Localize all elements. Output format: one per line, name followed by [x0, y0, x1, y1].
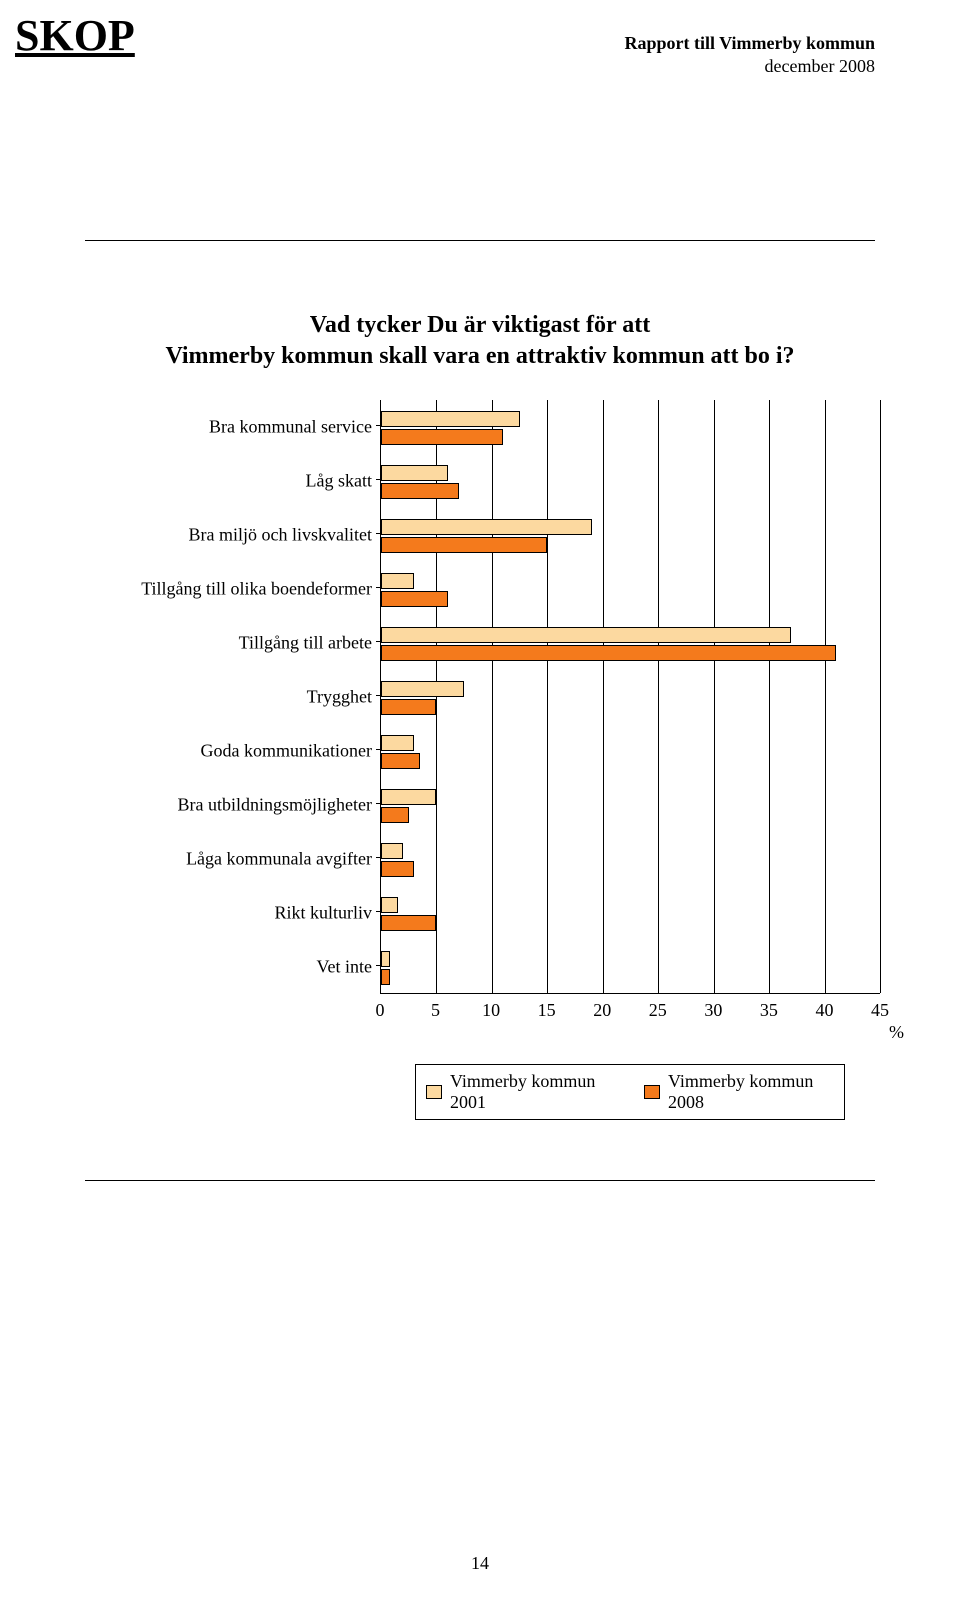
legend-swatch — [426, 1085, 442, 1099]
bar — [381, 861, 414, 877]
category-label: Låg skatt — [306, 471, 372, 492]
category-label: Tillgång till arbete — [239, 633, 372, 654]
category-label: Tillgång till olika boendeformer — [141, 579, 372, 600]
category-label: Bra kommunal service — [209, 417, 372, 438]
legend-item: Vimmerby kommun 2001 — [426, 1071, 616, 1113]
bar — [381, 537, 547, 553]
chart-title-line2: Vimmerby kommun skall vara en attraktiv … — [0, 341, 960, 372]
bar — [381, 465, 448, 481]
category-bar-group — [381, 731, 880, 771]
chart: Bra kommunal service Låg skatt Bra miljö o… — [120, 400, 880, 1120]
bar — [381, 951, 390, 967]
legend-swatch — [644, 1085, 660, 1099]
bar — [381, 483, 459, 499]
header-report: Rapport till Vimmerby kommun december 20… — [624, 32, 875, 77]
category-label: Bra miljö och livskvalitet — [189, 525, 372, 546]
x-axis: % 051015202530354045 — [380, 1000, 880, 1024]
bar — [381, 735, 414, 751]
category-bar-group — [381, 677, 880, 717]
category-label: Bra utbildningsmöjligheter — [178, 795, 372, 816]
bar — [381, 429, 503, 445]
x-tick-label: 40 — [815, 1000, 833, 1021]
header-report-line2: december 2008 — [765, 56, 875, 76]
bar — [381, 411, 520, 427]
x-tick-label: 35 — [760, 1000, 778, 1021]
bar — [381, 645, 836, 661]
bar — [381, 807, 409, 823]
legend: Vimmerby kommun 2001 Vimmerby kommun 2008 — [415, 1064, 845, 1120]
bar — [381, 699, 436, 715]
bar — [381, 753, 420, 769]
x-tick-label: 20 — [593, 1000, 611, 1021]
bar — [381, 915, 436, 931]
category-bar-group — [381, 407, 880, 447]
x-tick-label: 30 — [704, 1000, 722, 1021]
category-bar-group — [381, 839, 880, 879]
page: SKOP Rapport till Vimmerby kommun decemb… — [0, 0, 960, 1609]
x-tick-label: 5 — [431, 1000, 440, 1021]
header-report-line1: Rapport till Vimmerby kommun — [624, 33, 875, 53]
category-bar-group — [381, 515, 880, 555]
x-tick-label: 15 — [538, 1000, 556, 1021]
gridline — [880, 400, 881, 993]
x-tick-label: 25 — [649, 1000, 667, 1021]
bar — [381, 897, 398, 913]
divider-bottom — [85, 1180, 875, 1181]
category-bar-group — [381, 569, 880, 609]
category-label: Goda kommunikationer — [201, 741, 372, 762]
page-number: 14 — [0, 1553, 960, 1574]
divider-top — [85, 240, 875, 241]
bar — [381, 627, 791, 643]
bar — [381, 789, 436, 805]
bar — [381, 573, 414, 589]
x-tick-label: 45 — [871, 1000, 889, 1021]
bar — [381, 969, 390, 985]
bar — [381, 843, 403, 859]
legend-item: Vimmerby kommun 2008 — [644, 1071, 834, 1113]
category-bar-group — [381, 893, 880, 933]
category-labels-column: Bra kommunal service Låg skatt Bra miljö o… — [120, 400, 380, 994]
x-tick-label: 10 — [482, 1000, 500, 1021]
category-label: Rikt kulturliv — [274, 903, 372, 924]
category-bar-group — [381, 623, 880, 663]
chart-title: Vad tycker Du är viktigast för att Vimme… — [0, 310, 960, 372]
axis-unit-label: % — [889, 1022, 904, 1043]
category-label: Låga kommunala avgifter — [186, 849, 372, 870]
chart-title-line1: Vad tycker Du är viktigast för att — [0, 310, 960, 341]
category-label: Vet inte — [317, 957, 373, 978]
legend-label: Vimmerby kommun 2008 — [668, 1071, 834, 1113]
header-logo: SKOP — [15, 10, 135, 61]
x-tick-label: 0 — [376, 1000, 385, 1021]
category-bar-group — [381, 785, 880, 825]
category-bar-group — [381, 461, 880, 501]
category-bar-group — [381, 947, 880, 987]
bar — [381, 519, 592, 535]
bar — [381, 591, 448, 607]
category-label: Trygghet — [307, 687, 372, 708]
bar — [381, 681, 464, 697]
legend-label: Vimmerby kommun 2001 — [450, 1071, 616, 1113]
chart-body: Bra kommunal service Låg skatt Bra miljö o… — [120, 400, 880, 1120]
plot-area — [380, 400, 880, 994]
plot-column: % 051015202530354045 Vimmerby kommun 200… — [380, 400, 880, 1120]
